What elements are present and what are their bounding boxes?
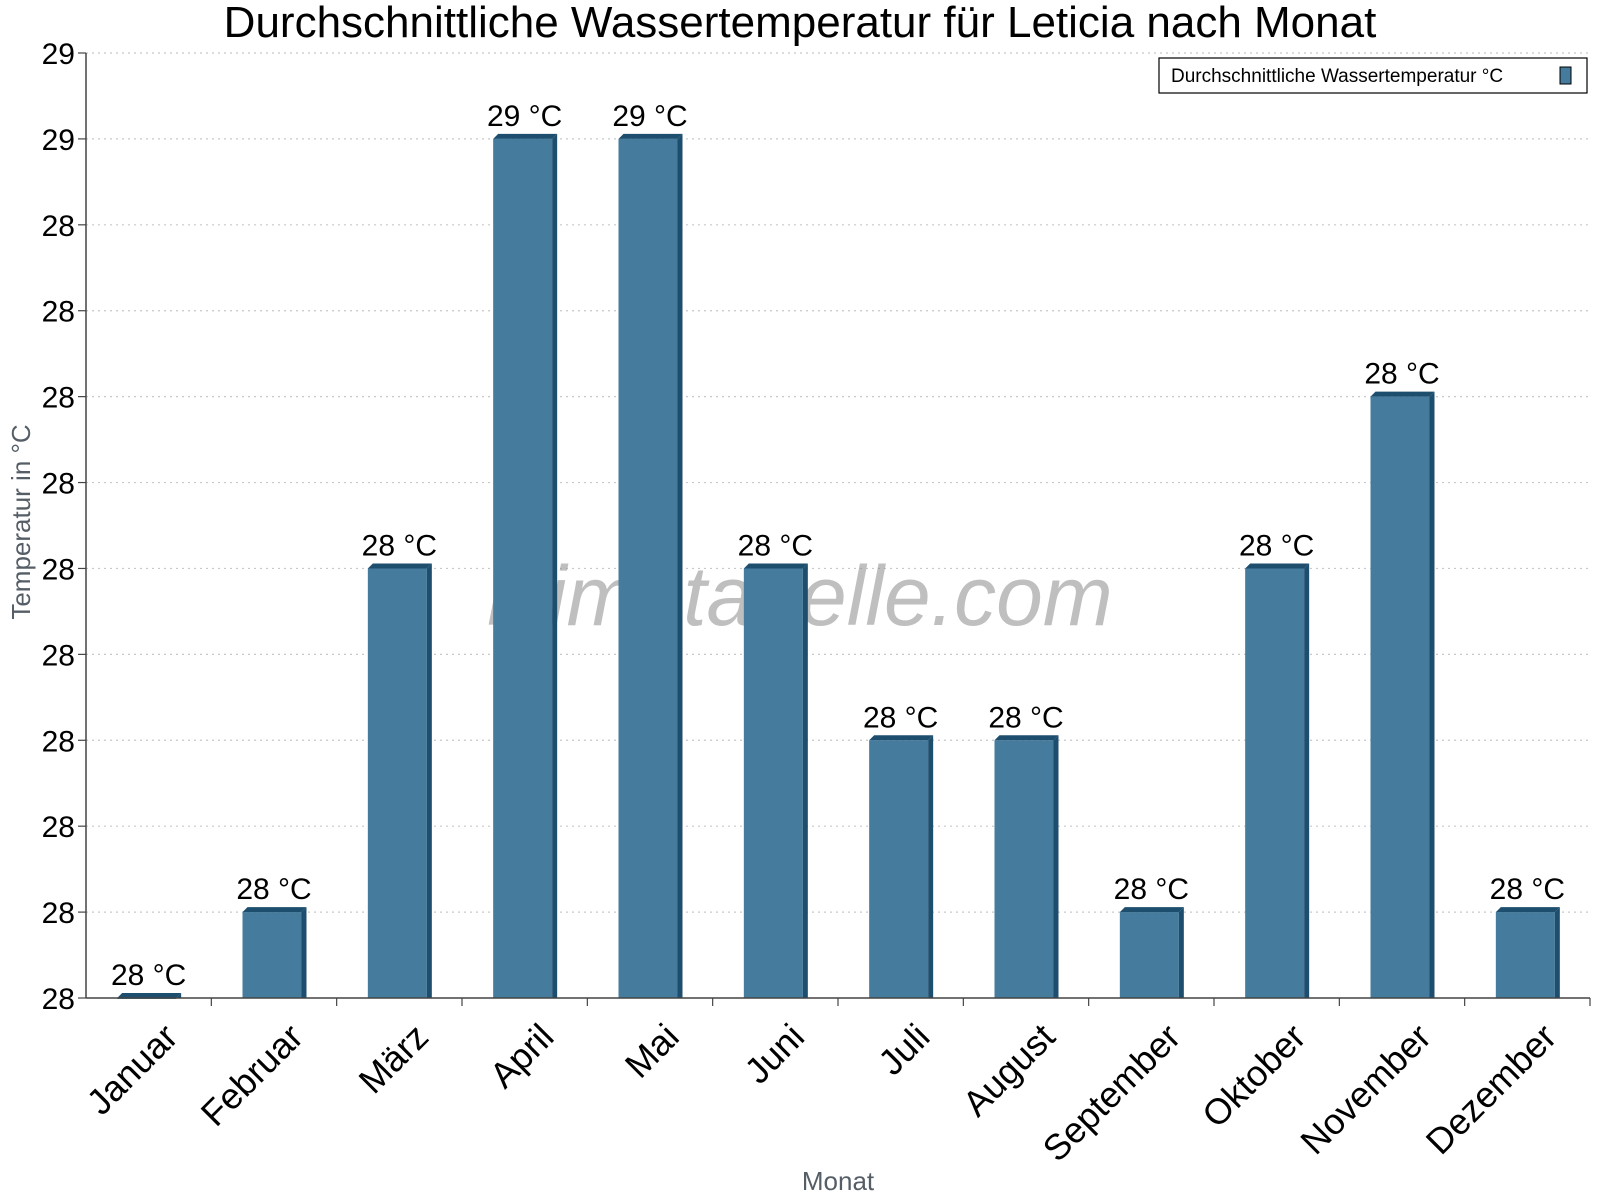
y-tick-label: 28 (42, 897, 75, 930)
x-tick-label: März (351, 1016, 437, 1102)
bar-side (301, 907, 307, 998)
x-tick-label: Oktober (1194, 1016, 1314, 1136)
data-label: 29 °C (487, 100, 562, 133)
x-tick-label: Februar (193, 1016, 311, 1134)
legend: Durchschnittliche Wassertemperatur °C (1158, 57, 1588, 94)
y-tick-label: 28 (42, 639, 75, 672)
bar-side (1429, 391, 1435, 998)
x-tick-label: April (481, 1016, 561, 1096)
bar (1495, 912, 1555, 998)
bar-top (117, 993, 182, 998)
bar (242, 912, 302, 998)
bar-side (677, 133, 683, 999)
data-label: 29 °C (612, 100, 687, 133)
grid-lines (86, 52, 1590, 913)
legend-label: Durchschnittliche Wassertemperatur °C (1171, 66, 1503, 87)
bar (493, 138, 553, 999)
x-axis-ticks: Januar Februar März April Mai Juni Juli AugustS… (79, 998, 1591, 1170)
x-axis-title: Monat (802, 1166, 875, 1196)
bar-top (242, 907, 307, 913)
y-axis-ticks: 28 28 28 28 28 28 28 28 28 28 29 29 (42, 38, 86, 1016)
axes (85, 53, 1590, 999)
bar-side (802, 563, 808, 998)
x-tick-label: November (1292, 1016, 1438, 1162)
y-tick-label: 28 (42, 725, 75, 758)
x-tick-label: August (955, 1016, 1063, 1124)
bar-top (1119, 907, 1184, 913)
x-tick-label: Januar (79, 1016, 186, 1123)
data-label: 28 °C (236, 873, 311, 906)
x-tick-label: Juli (870, 1016, 937, 1083)
bar-top (493, 133, 558, 139)
y-tick-label: 28 (42, 382, 75, 415)
bar-side (426, 563, 432, 998)
bars (117, 133, 1560, 999)
y-tick-label: 28 (42, 468, 75, 501)
y-tick-label: 28 (42, 296, 75, 329)
bar-side (552, 133, 558, 999)
bar-top (743, 563, 808, 569)
data-label: 28 °C (1239, 529, 1314, 562)
bar (1119, 912, 1179, 998)
x-tick-label: Mai (617, 1016, 687, 1086)
data-label: 28 °C (988, 701, 1063, 734)
x-tick-label: Dezember (1418, 1016, 1564, 1162)
y-tick-label: 28 (42, 811, 75, 844)
bar-side (1554, 907, 1560, 998)
data-label: 28 °C (1490, 873, 1565, 906)
bar-side (928, 735, 934, 998)
bar-top (618, 133, 683, 139)
data-labels: 28 °C 28 °C 28 °C 29 °C 29 °C 28 °C 28 °C 28 °C… (111, 100, 1565, 992)
data-label: 28 °C (1364, 358, 1439, 391)
x-tick-label: Juni (736, 1016, 812, 1092)
bar (743, 568, 803, 998)
bar (1245, 568, 1305, 998)
data-label: 28 °C (863, 701, 938, 734)
data-label: 28 °C (1114, 873, 1189, 906)
bar-top (367, 563, 432, 569)
bar (618, 138, 678, 999)
bar-top (1370, 391, 1435, 397)
y-tick-label: 29 (42, 38, 75, 71)
bar (367, 568, 427, 998)
bar-side (1304, 563, 1310, 998)
data-label: 28 °C (111, 959, 186, 992)
bar-top (1495, 907, 1560, 913)
legend-box (1158, 57, 1588, 94)
x-tick-label: September (1035, 1016, 1189, 1170)
data-label: 28 °C (738, 529, 813, 562)
y-tick-label: 28 (42, 210, 75, 243)
bar-side (1178, 907, 1184, 998)
bar (994, 740, 1054, 998)
bar-top (869, 735, 934, 741)
data-label: 28 °C (362, 529, 437, 562)
bar (869, 740, 929, 998)
y-tick-label: 29 (42, 124, 75, 157)
bar-top (994, 735, 1059, 741)
y-tick-label: 28 (42, 553, 75, 586)
bar-side (1053, 735, 1059, 998)
chart-title: Durchschnittliche Wassertemperatur für L… (224, 0, 1377, 47)
bar-top (1245, 563, 1310, 569)
y-tick-label: 28 (42, 983, 75, 1016)
bar (1370, 396, 1430, 998)
legend-swatch (1559, 66, 1572, 85)
y-axis-title: Temperatur in °C (6, 424, 36, 619)
